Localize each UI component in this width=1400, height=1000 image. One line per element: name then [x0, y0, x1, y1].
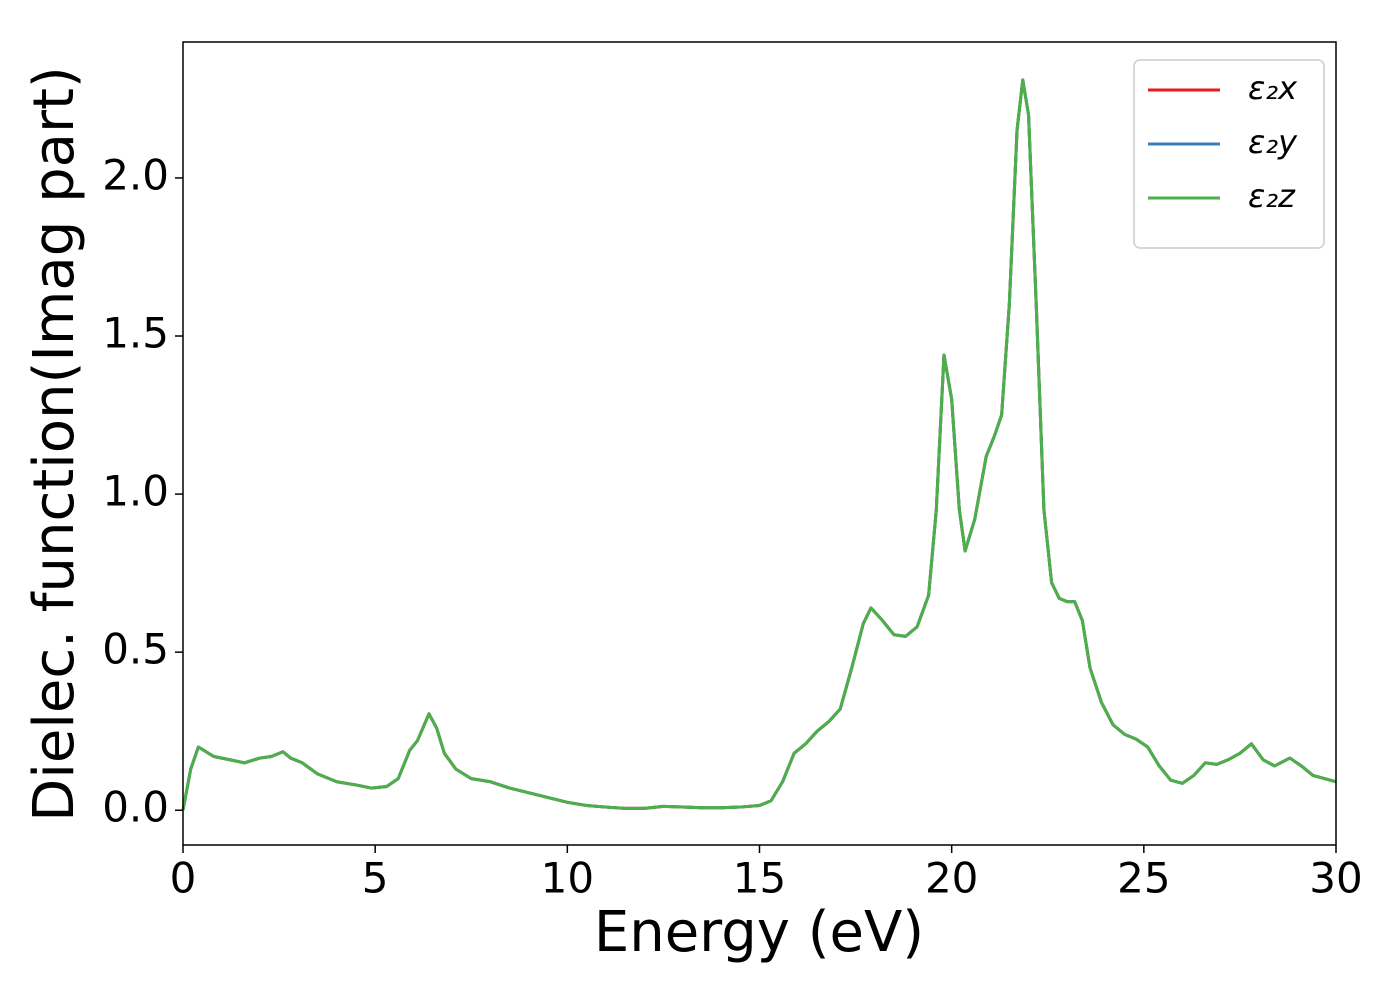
y-tick-label: 1.0: [102, 467, 169, 516]
y-axis-label: Dielec. function(Imag part): [22, 66, 87, 822]
x-tick-label: 25: [1117, 854, 1170, 903]
plot-frame: [182, 41, 1337, 846]
x-tick-label: 10: [541, 854, 594, 903]
x-tick-label: 5: [362, 854, 389, 903]
y-tick-label: 1.5: [102, 309, 169, 358]
legend-label: ε₂z: [1248, 177, 1296, 215]
y-tick-label: 2.0: [102, 150, 169, 199]
x-tick-label: 20: [925, 854, 978, 903]
data-line: [181, 78, 1337, 811]
y-tick-label: 0.5: [102, 625, 169, 674]
legend-label: ε₂y: [1248, 123, 1298, 161]
x-tick-label: 0: [170, 854, 197, 903]
x-tick-label: 30: [1309, 854, 1362, 903]
legend-label: ε₂x: [1248, 69, 1298, 107]
y-tick-label: 0.0: [102, 783, 169, 832]
x-tick-label: 15: [733, 854, 786, 903]
x-axis-label: Energy (eV): [594, 900, 924, 965]
legend-box: [1133, 59, 1325, 249]
